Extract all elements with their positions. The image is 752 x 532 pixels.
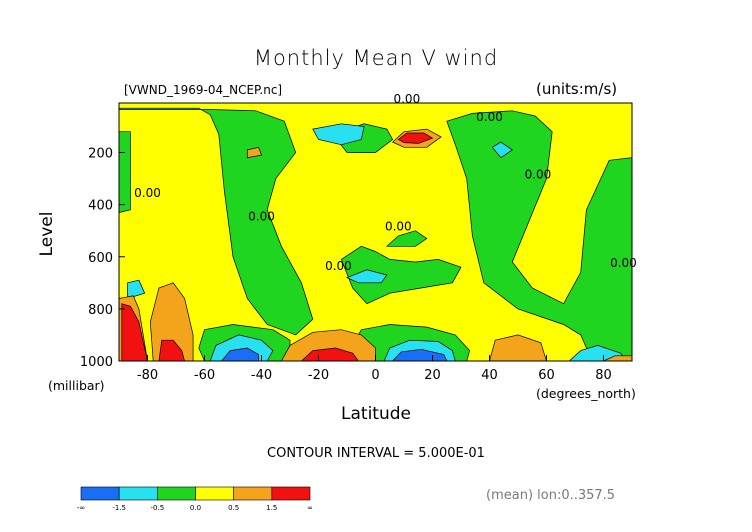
contour-region-25	[397, 132, 434, 144]
zero-contour-label-5: 0.00	[325, 259, 352, 273]
y-axis: 200 400 600 800 1000	[80, 147, 125, 370]
colorbar: -∞ -1.5 -0.5 0.0 0.5 1.5 ∞	[77, 486, 313, 512]
contour-region-5	[385, 230, 428, 247]
contour-region-18	[246, 146, 262, 159]
contour-region-12	[127, 279, 146, 299]
x-axis-label: Latitude	[341, 404, 411, 424]
zero-contour-label-7: 0.00	[610, 256, 637, 270]
contour-region-7	[446, 110, 633, 362]
x-tick-label-5: 20	[424, 368, 441, 383]
x-axis: -80 -60 -40 -20 0 20 40 60 80	[137, 355, 612, 383]
units-label: (units:m/s)	[536, 80, 618, 98]
contour-region-4	[340, 245, 462, 305]
colorbar-swatch-2	[157, 486, 196, 501]
x-tick-label-2: -40	[251, 368, 272, 383]
colorbar-swatch-5	[271, 486, 311, 501]
zero-contour-labels: 0.00 0.00 0.00 0.00 0.00 0.00 0.00 0.00	[134, 92, 637, 273]
colorbar-tick-label-5: 1.5	[266, 504, 277, 512]
chart-title: Monthly Mean V wind	[253, 46, 499, 70]
contour-interval-label: CONTOUR INTERVAL = 5.000E-01	[267, 446, 485, 461]
x-axis-unit: (degrees_north)	[536, 386, 636, 401]
mean-range-label: (mean) lon:0..357.5	[486, 488, 616, 503]
zero-contour-label-1: 0.00	[476, 110, 503, 124]
y-tick-label-3: 800	[88, 303, 113, 318]
contour-region-19	[149, 282, 194, 362]
colorbar-tick-label-1: -1.5	[112, 504, 126, 512]
y-tick-label-0: 200	[88, 147, 113, 162]
y-axis-unit: (millibar)	[48, 378, 105, 393]
dataset-label: [VWND_1969-04_NCEP.nc]	[124, 83, 283, 97]
contour-region-10	[491, 141, 513, 159]
colorbar-tick-label-4: 0.5	[228, 504, 239, 512]
colorbar-swatch-3	[195, 486, 234, 501]
colorbar-swatch-1	[118, 486, 158, 501]
colorbar-tick-label-2: -0.5	[150, 504, 164, 512]
contour-region-1	[118, 107, 314, 336]
y-tick-label-2: 600	[88, 251, 113, 266]
zero-contour-label-4: 0.00	[385, 220, 412, 234]
contour-region-2	[118, 131, 131, 213]
contour-region-9	[312, 123, 365, 146]
zero-contour-label-2: 0.00	[134, 186, 161, 200]
contour-region-11	[346, 269, 388, 284]
colorbar-tick-label-3: 0.0	[190, 504, 201, 512]
colorbar-swatch-0	[80, 486, 120, 501]
zero-contour-label-0: 0.00	[393, 92, 420, 106]
x-tick-label-4: 0	[371, 368, 379, 383]
x-tick-label-3: -20	[308, 368, 329, 383]
zero-contour-label-3: 0.00	[248, 209, 275, 223]
x-tick-label-6: 40	[481, 368, 498, 383]
colorbar-swatch-4	[233, 486, 273, 501]
y-tick-label-1: 400	[88, 199, 113, 214]
y-tick-label-4: 1000	[80, 355, 113, 370]
colorbar-tick-label-0: -∞	[77, 504, 85, 512]
contour-regions	[118, 102, 633, 362]
x-tick-label-7: 60	[538, 368, 555, 383]
zero-contour-label-6: 0.00	[525, 168, 552, 182]
x-tick-label-8: 80	[595, 368, 612, 383]
x-tick-label-0: -80	[137, 368, 158, 383]
contour-region-26	[121, 303, 148, 362]
x-tick-label-1: -60	[194, 368, 215, 383]
colorbar-tick-label-6: ∞	[307, 504, 313, 512]
